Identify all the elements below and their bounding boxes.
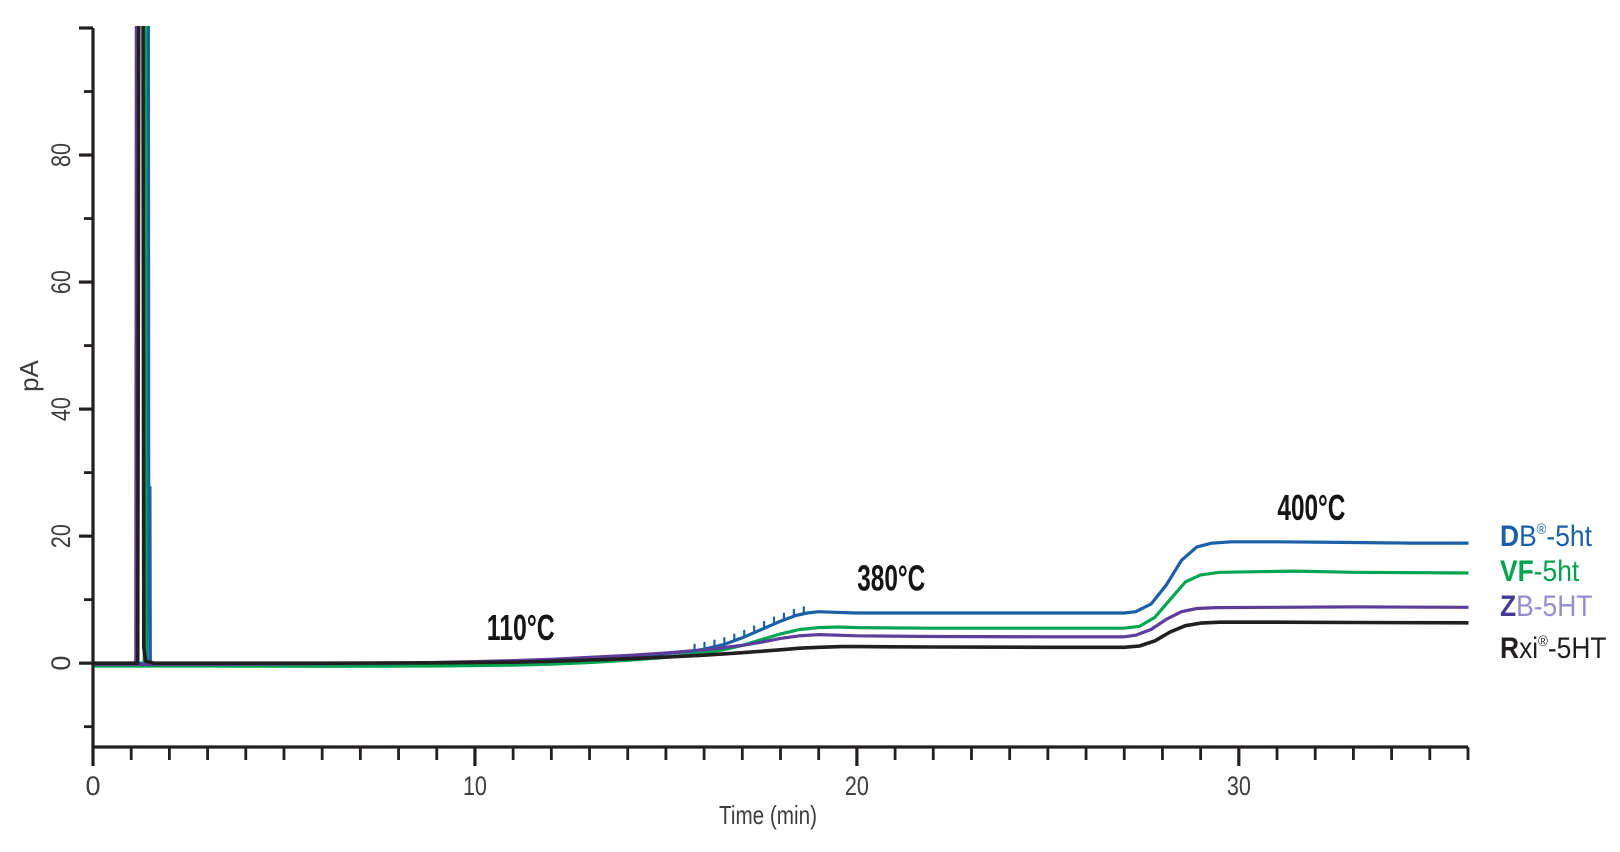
- annotation-110-c: 110°C: [487, 607, 555, 648]
- annotation-400-c: 400°C: [1277, 487, 1345, 528]
- legend-text: -5ht: [1546, 520, 1592, 553]
- trace-vf-5ht: [94, 26, 1469, 668]
- x-tick-label: 20: [845, 771, 869, 801]
- legend-text: Z: [1500, 590, 1517, 623]
- y-tick-label: 80: [46, 143, 76, 167]
- trace-db-5ht: [94, 26, 1469, 665]
- legend-text: B-5HT: [1516, 590, 1593, 623]
- y-tick-label: 40: [46, 397, 76, 421]
- trace-zb-5ht: [94, 26, 1469, 666]
- x-tick-label: 0: [85, 771, 100, 801]
- legend-text: B: [1519, 520, 1537, 553]
- annotation-380-c: 380°C: [857, 557, 925, 598]
- y-tick-label: 20: [46, 524, 76, 548]
- y-tick-label: 60: [46, 270, 76, 294]
- labels-layer: pA Time (min): [14, 359, 817, 830]
- x-tick-label: 10: [463, 771, 487, 801]
- legend-text: xi: [1519, 632, 1539, 665]
- trace-rxi-5ht: [94, 26, 1469, 665]
- legend-text: ®: [1536, 521, 1547, 538]
- legend-item-rxi-5ht: Rxi®-5HT: [1500, 624, 1607, 666]
- x-axis-label: Time (min): [719, 800, 817, 830]
- legend-text: -5ht: [1533, 555, 1580, 588]
- annotations-layer: 110°C 380°C 400°C: [487, 487, 1346, 648]
- legend-text: -5HT: [1547, 632, 1607, 665]
- legend-item-vf-5ht: VF-5ht: [1500, 554, 1606, 589]
- y-axis-label: pA: [14, 359, 44, 391]
- legend-text: VF: [1500, 555, 1534, 588]
- legend-item-zb-5ht: ZB-5HT: [1500, 589, 1606, 624]
- legend-text: D: [1500, 520, 1520, 553]
- x-tick-label: 30: [1227, 771, 1251, 801]
- legend-text: ®: [1538, 633, 1548, 650]
- legend-text: R: [1500, 632, 1520, 665]
- axes-layer: 0 20 40 60 80 0 10 20 30: [46, 26, 1470, 801]
- y-tick-label: 0: [46, 656, 76, 671]
- legend: DB®-5ht VF-5ht ZB-5HT Rxi®-5HT: [1500, 512, 1620, 666]
- legend-item-db-5ht: DB®-5ht: [1500, 512, 1606, 554]
- traces-layer: [94, 26, 1469, 668]
